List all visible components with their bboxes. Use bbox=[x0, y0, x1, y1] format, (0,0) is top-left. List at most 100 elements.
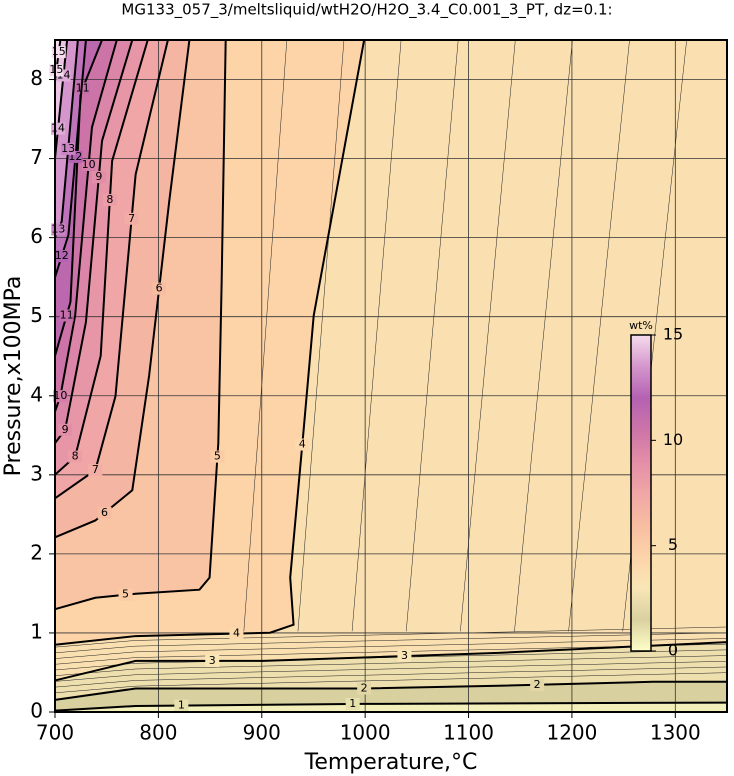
contour-label: 3 bbox=[401, 649, 408, 662]
contour-label-box bbox=[397, 650, 412, 663]
contour-line bbox=[54, 39, 103, 357]
minor-contour bbox=[568, 39, 630, 632]
contour-line bbox=[54, 701, 728, 712]
contour-label: 5 bbox=[122, 588, 129, 601]
minor-contour bbox=[460, 39, 516, 632]
contour-label: 2 bbox=[361, 681, 368, 694]
minor-contour bbox=[54, 661, 728, 682]
contour-label-box bbox=[54, 250, 69, 263]
contour-label-box bbox=[295, 438, 310, 451]
contour-label: 1 bbox=[178, 699, 185, 712]
x-tick-label: 1000 bbox=[340, 721, 391, 745]
contour-label: 10 bbox=[53, 389, 67, 402]
contour-label: 4 bbox=[233, 627, 240, 640]
contour-label: 7 bbox=[92, 463, 99, 476]
contour-line bbox=[54, 39, 191, 539]
contour-line bbox=[54, 39, 87, 278]
contour-label: 10 bbox=[82, 158, 96, 171]
y-tick-label: 2 bbox=[30, 540, 43, 564]
contour-label: 6 bbox=[101, 506, 108, 519]
contour-fills bbox=[55, 40, 727, 712]
y-tick-label: 7 bbox=[30, 145, 43, 169]
contour-label: 6 bbox=[156, 282, 163, 295]
contour-label: 15 bbox=[52, 45, 66, 58]
x-tick-label: 700 bbox=[36, 721, 74, 745]
contour-label: 1 bbox=[349, 697, 356, 710]
minor-contour bbox=[54, 643, 728, 665]
minor-contour bbox=[54, 672, 728, 694]
minor-contour bbox=[54, 638, 728, 659]
x-tick-label: 900 bbox=[243, 721, 281, 745]
y-tick-label: 0 bbox=[30, 699, 43, 723]
colorbar-tick-label: 15 bbox=[663, 325, 683, 344]
contour-label: 5 bbox=[214, 450, 221, 463]
contour-label: 4 bbox=[299, 438, 306, 451]
colorbar bbox=[630, 334, 652, 652]
contour-label: 9 bbox=[95, 170, 102, 183]
y-tick-label: 6 bbox=[30, 224, 43, 248]
contour-line bbox=[54, 39, 366, 646]
contour-line bbox=[54, 39, 227, 611]
contour-label-box bbox=[88, 464, 103, 477]
contour-label: 9 bbox=[62, 423, 69, 436]
contour-label: 8 bbox=[72, 450, 79, 463]
contour-line bbox=[54, 39, 69, 159]
contour-line bbox=[54, 641, 728, 682]
y-axis-label: Pressure,x100MPa bbox=[1, 276, 26, 477]
contour-label-box bbox=[68, 450, 83, 463]
contour-label: 15 bbox=[49, 63, 63, 76]
y-tick-label: 5 bbox=[30, 303, 43, 327]
minor-contour bbox=[514, 39, 573, 632]
minor-contours bbox=[54, 39, 728, 694]
contour-label-box bbox=[152, 282, 167, 295]
y-tick-label: 4 bbox=[30, 382, 43, 406]
contour-label: 11 bbox=[60, 309, 74, 322]
contour-line bbox=[54, 39, 169, 500]
contour-label-box bbox=[118, 588, 133, 601]
x-tick-label: 1200 bbox=[546, 721, 597, 745]
contour-label-box bbox=[124, 212, 139, 225]
contour-label-box bbox=[49, 64, 64, 77]
minor-contour bbox=[351, 39, 402, 632]
minor-contour bbox=[54, 649, 728, 671]
y-tick-label: 1 bbox=[30, 619, 43, 643]
contour-label-box bbox=[97, 506, 112, 519]
contour-label-box bbox=[61, 142, 76, 155]
contour-label: 8 bbox=[106, 193, 113, 206]
contour-line bbox=[54, 39, 149, 476]
contour-label-box bbox=[58, 423, 73, 436]
contour-label: 11 bbox=[76, 81, 90, 94]
y-tick-label: 8 bbox=[30, 66, 43, 90]
contour-label: 2 bbox=[534, 678, 541, 691]
minor-contour bbox=[54, 626, 728, 648]
contour-label: 13 bbox=[61, 142, 75, 155]
minor-contour bbox=[243, 39, 288, 632]
y-tick-label: 3 bbox=[30, 461, 43, 485]
minor-contour bbox=[54, 632, 728, 654]
minor-contour bbox=[405, 39, 459, 632]
contour-label: 12 bbox=[55, 249, 69, 262]
contour-label-box bbox=[345, 698, 360, 711]
colorbar-label: wt% bbox=[629, 319, 653, 332]
x-tick-label: 1100 bbox=[443, 721, 494, 745]
contour-label: 13 bbox=[51, 223, 65, 236]
contour-line bbox=[54, 680, 727, 701]
contour-label-box bbox=[75, 82, 90, 95]
major-contours: 1 12 23 34455667788991010111112121313141415… bbox=[49, 39, 728, 712]
colorbar-tick-label: 5 bbox=[668, 535, 678, 554]
minor-contour bbox=[297, 39, 345, 632]
minor-contour bbox=[54, 666, 728, 688]
contour-label-box bbox=[102, 193, 117, 206]
x-tick-label: 1300 bbox=[650, 721, 701, 745]
contour-label-box bbox=[81, 158, 96, 171]
contour-label: 14 bbox=[51, 122, 65, 135]
contour-label: 3 bbox=[209, 654, 216, 667]
contour-label-box bbox=[530, 678, 545, 691]
contour-label: 7 bbox=[128, 212, 135, 225]
colorbar-tick-label: 10 bbox=[663, 430, 683, 449]
x-tick-label: 800 bbox=[139, 721, 177, 745]
contour-label-box bbox=[91, 171, 106, 184]
contour-label-box bbox=[357, 682, 372, 695]
chart-title: MG133_057_3/meltsliquid/wtH2O/H2O_3.4_C0… bbox=[121, 1, 612, 20]
